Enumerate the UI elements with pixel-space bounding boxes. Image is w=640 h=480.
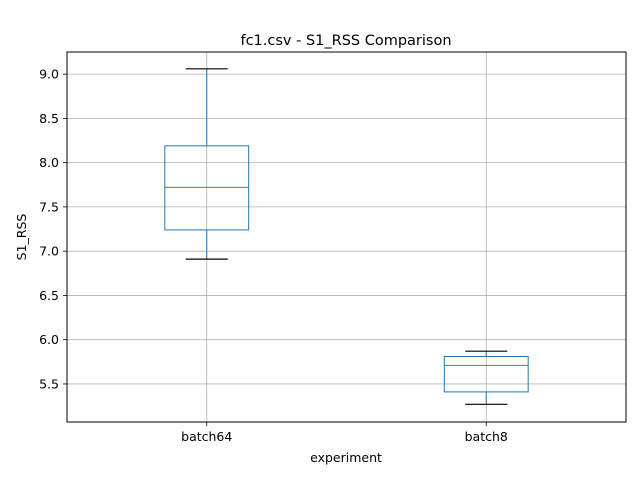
y-tick-label: 6.0 (39, 332, 59, 347)
y-tick-label: 8.5 (39, 111, 59, 126)
y-tick-label: 5.5 (39, 376, 59, 391)
plot-area-frame (66, 51, 627, 423)
x-axis-ticks: batch64 batch8 (181, 422, 508, 444)
x-tick-label: batch64 (181, 429, 232, 444)
y-axis-label: S1_RSS (14, 214, 29, 261)
x-tick-label: batch8 (465, 429, 508, 444)
x-axis-label: experiment (310, 450, 382, 465)
y-tick-label: 6.5 (39, 288, 59, 303)
box-plots (164, 68, 529, 405)
y-tick-label: 8.0 (39, 155, 59, 170)
y-tick-label: 9.0 (39, 67, 59, 82)
y-axis-ticks: 5.5 6.0 6.5 7.0 7.5 8.0 8.5 9.0 (39, 67, 67, 391)
chart-title: fc1.csv - S1_RSS Comparison (240, 33, 451, 49)
y-tick-label: 7.5 (39, 199, 59, 214)
y-tick-label: 7.0 (39, 244, 59, 259)
box-batch8 (443, 355, 529, 393)
